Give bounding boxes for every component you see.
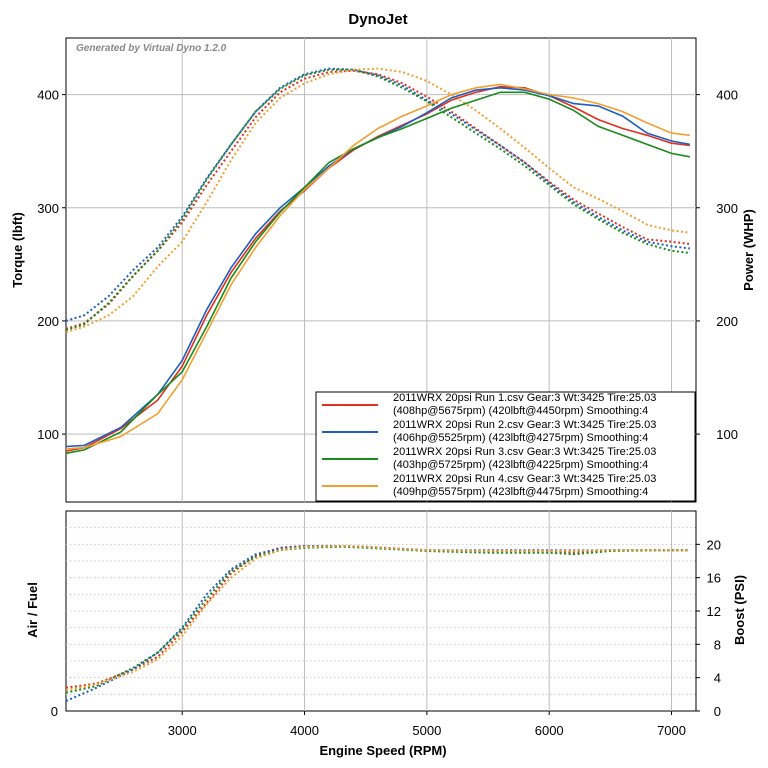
legend-summary-run-3: (403hp@5725rpm) (423lbft@4225rpm) Smooth…: [393, 459, 648, 471]
power-axis-label: Power (WHP): [741, 209, 756, 291]
legend-name-run-1: 2011WRX 20psi Run 1.csv Gear:3 Wt:3425 T…: [393, 392, 656, 404]
torque-axis-label: Torque (lbft): [10, 212, 25, 288]
power-line-run-2: [65, 86, 691, 448]
torque-tick-label: 200: [37, 314, 59, 329]
legend-summary-run-2: (406hp@5525rpm) (423lbft@4275rpm) Smooth…: [393, 432, 648, 444]
x-tick-label: 4000: [290, 723, 319, 738]
legend-name-run-3: 2011WRX 20psi Run 3.csv Gear:3 Wt:3425 T…: [393, 446, 656, 458]
air-fuel-axis-label: Air / Fuel: [25, 582, 40, 638]
torque-tick-label: 400: [37, 88, 59, 103]
legend-box: [315, 391, 696, 502]
afr-boost-panel: 0 4 8 12 16 20 0 Air / Fuel Boost (PSI): [25, 510, 747, 719]
torque-tick-label: 100: [37, 427, 59, 442]
legend: 2011WRX 20psi Run 1.csv Gear:3 Wt:3425 T…: [315, 391, 696, 502]
watermark: Generated by Virtual Dyno 1.2.0: [76, 43, 227, 54]
power-line-run-3: [65, 91, 691, 455]
boost-tick-label: 12: [707, 604, 721, 619]
torque-line-run-3: [65, 68, 691, 331]
boost-tick-label: 8: [714, 637, 721, 652]
bottom-series: [65, 544, 690, 702]
top-y-ticks: 100 100 200 200 300 300 400 400: [37, 88, 738, 443]
power-tick-label: 400: [716, 88, 738, 103]
legend-name-run-2: 2011WRX 20psi Run 2.csv Gear:3 Wt:3425 T…: [393, 419, 656, 431]
x-ticks: 3000 4000 5000 6000 7000: [168, 711, 686, 738]
torque-power-panel: 100 100 200 200 300 300 400 400 Generated by Vi…: [10, 37, 756, 503]
power-tick-label: 100: [716, 427, 738, 442]
x-tick-label: 3000: [168, 723, 197, 738]
power-line-run-1: [65, 85, 690, 452]
air-fuel-tick-label: 0: [51, 704, 58, 719]
x-tick-label: 7000: [657, 723, 686, 738]
bottom-grid: [66, 511, 696, 711]
chart-title: DynoJet: [348, 11, 407, 28]
legend-summary-run-1: (408hp@5675rpm) (420lbft@4450rpm) Smooth…: [393, 405, 648, 417]
legend-name-run-4: 2011WRX 20psi Run 4.csv Gear:3 Wt:3425 T…: [393, 473, 656, 485]
power-tick-label: 300: [716, 201, 738, 216]
legend-summary-run-4: (409hp@5575rpm) (423lbft@4475rpm) Smooth…: [393, 486, 648, 498]
torque-line-run-4: [65, 67, 691, 334]
torque-line-run-2: [65, 67, 691, 322]
boost-tick-label: 20: [707, 537, 721, 552]
top-series: [65, 67, 691, 455]
x-tick-label: 6000: [535, 723, 564, 738]
boost-tick-label: 16: [707, 571, 721, 586]
bottom-plot-area: [65, 510, 697, 712]
boost-tick-label: 4: [714, 671, 721, 686]
torque-tick-label: 300: [37, 201, 59, 216]
power-tick-label: 200: [716, 314, 738, 329]
boost-tick-label: 0: [714, 704, 721, 719]
x-axis-label: Engine Speed (RPM): [319, 743, 446, 758]
boost-axis-label: Boost (PSI): [732, 575, 747, 645]
x-tick-label: 5000: [412, 723, 441, 738]
power-line-run-4: [65, 83, 690, 450]
bottom-y-ticks: 0 4 8 12 16 20 0: [51, 537, 721, 719]
